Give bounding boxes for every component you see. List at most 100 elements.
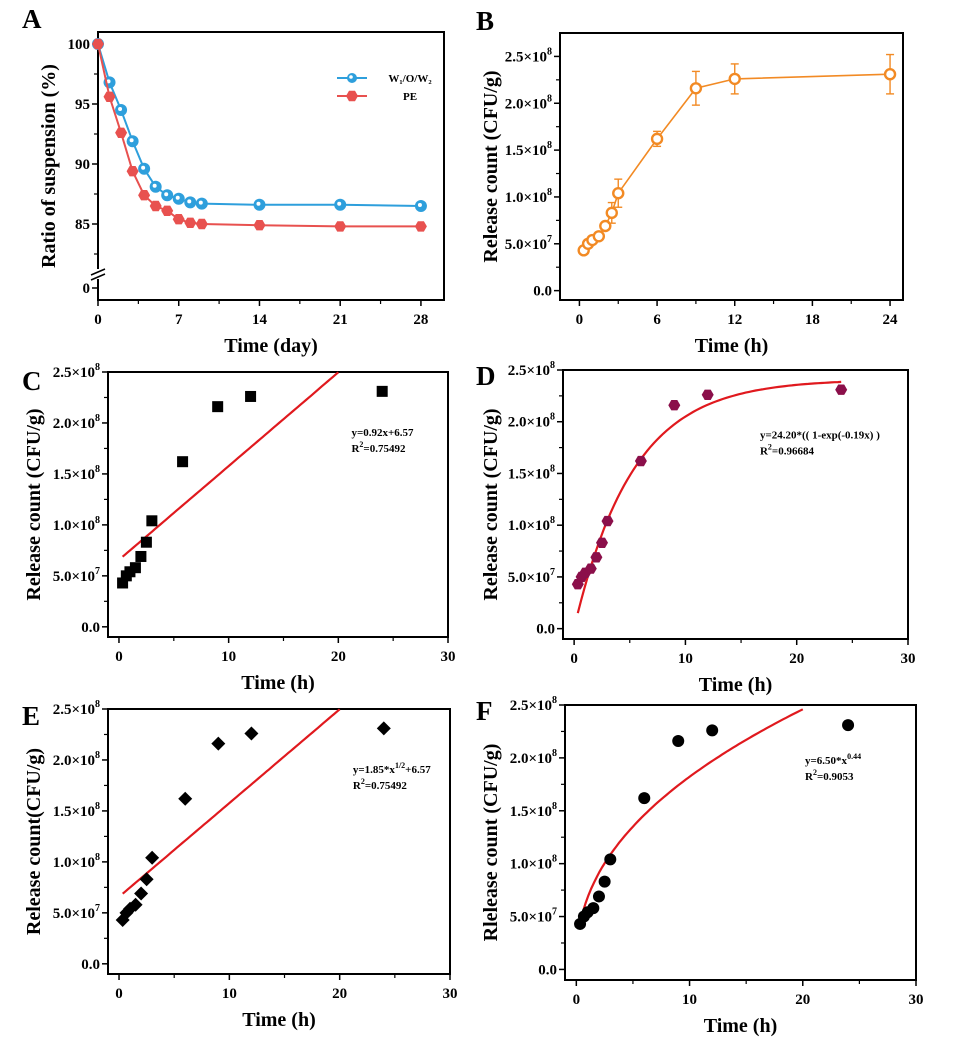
data-point — [584, 563, 597, 574]
x-axis-title: Time (day) — [224, 335, 318, 357]
y-tick-label: 0.0 — [533, 284, 552, 300]
y-tick-label: 2.5×108 — [53, 699, 100, 718]
x-tick-label: 30 — [909, 992, 924, 1008]
x-axis-title: Time (h) — [695, 335, 769, 357]
data-point — [638, 792, 651, 805]
data-point — [634, 455, 647, 467]
data-point — [184, 217, 197, 228]
panel-a: A 0 7 14 21 28 0 85 90 95 100 Time (day) Ratio of su… — [22, 4, 445, 357]
legend-label: W₁/O/W₂ — [388, 73, 432, 85]
legend-marker-highlight — [349, 75, 353, 79]
data-point — [128, 897, 143, 912]
x-tick-label: 0 — [573, 992, 581, 1008]
data-point — [211, 736, 226, 751]
y-tick-label: 1.5×108 — [505, 140, 552, 159]
y-tick-label: 1.5×108 — [508, 463, 555, 482]
r-squared: R2=0.75492 — [353, 777, 407, 792]
y-tick-label: 1.0×108 — [53, 852, 100, 871]
axis-break-gap — [90, 269, 106, 279]
data-point — [376, 385, 388, 397]
series-line — [583, 73, 891, 251]
data-point — [146, 515, 158, 527]
r-squared: R2=0.9053 — [805, 768, 854, 783]
fit-curve — [121, 371, 340, 558]
panel-d: D 0 10 20 30 0.0 5.0×107 1.0×108 1.5×108 2.0×108 2… — [476, 360, 916, 696]
data-point — [126, 166, 139, 177]
plot-frame — [97, 31, 445, 301]
r-squared: R2=0.75492 — [351, 440, 405, 455]
x-tick-label: 18 — [805, 312, 820, 328]
y-tick-label: 2.5×108 — [510, 695, 557, 714]
data-point — [115, 127, 128, 138]
fit-equation: y=1.85*x1/2+6.57 — [353, 761, 431, 776]
panel-f: F 0 10 20 30 0.0 5.0×107 1.0×108 1.5×108 2.0×108 2… — [476, 695, 924, 1037]
fit-equation: y=0.92x+6.57 — [351, 427, 414, 439]
fit-curve — [576, 380, 842, 614]
data-point — [253, 220, 266, 231]
data-point — [244, 726, 259, 741]
data-point — [195, 218, 208, 230]
data-point-highlight — [187, 199, 192, 204]
data-point — [587, 902, 600, 915]
y-tick-label: 0.0 — [81, 957, 100, 973]
data-point — [212, 401, 224, 413]
data-point — [140, 536, 152, 548]
y-tick-label: 1.5×108 — [53, 464, 100, 483]
panel-letter: C — [22, 366, 42, 396]
axis-break-mark — [90, 268, 106, 276]
x-tick-label: 20 — [331, 649, 346, 665]
plot-frame — [559, 32, 904, 301]
y-tick-label: 90 — [75, 157, 90, 173]
data-point-highlight — [417, 203, 422, 207]
x-tick-label: 0 — [576, 312, 584, 328]
data-point — [612, 186, 625, 200]
series-line — [97, 43, 421, 207]
plot-frame — [564, 704, 917, 981]
data-point — [334, 221, 347, 232]
data-point — [689, 82, 703, 95]
y-tick-label: 5.0×107 — [508, 567, 555, 586]
axis-break-mark — [90, 273, 106, 281]
fit-equation: y=6.50*x0.44 — [805, 752, 861, 767]
x-tick-label: 20 — [332, 986, 347, 1002]
data-point — [103, 91, 116, 102]
legend-label: PE — [403, 91, 417, 103]
plot-frame — [107, 708, 451, 975]
data-point — [604, 853, 617, 866]
x-axis-title: Time (h) — [242, 1009, 316, 1031]
data-point — [601, 515, 614, 527]
data-point — [134, 886, 149, 901]
y-tick-label: 0.0 — [538, 962, 557, 978]
panel-b: B 0 6 12 18 24 0.0 5.0×107 1.0×108 1.5×108 2.0×108… — [476, 6, 904, 357]
data-point-highlight — [129, 138, 134, 143]
x-tick-label: 30 — [901, 651, 916, 667]
data-point — [706, 724, 719, 737]
data-point — [145, 850, 160, 865]
y-tick-label: 2.0×108 — [53, 750, 100, 769]
data-point — [172, 214, 185, 225]
data-point — [883, 68, 897, 81]
data-point — [117, 577, 129, 589]
data-point — [139, 872, 154, 887]
x-tick-label: 0 — [115, 649, 123, 665]
x-tick-label: 24 — [883, 312, 899, 328]
data-point — [592, 230, 606, 243]
panel-letter: A — [22, 4, 42, 34]
x-tick-label: 10 — [222, 986, 237, 1002]
panel-letter: B — [476, 6, 494, 36]
y-tick-label: 2.0×108 — [508, 412, 555, 431]
data-point — [178, 791, 193, 806]
y-tick-label: 2.5×108 — [53, 362, 100, 381]
data-point — [129, 562, 141, 574]
x-tick-label: 30 — [443, 986, 458, 1002]
x-tick-label: 10 — [678, 651, 693, 667]
x-tick-label: 0 — [115, 986, 123, 1002]
fit-equation: y=24.20*(( 1-exp(-0.19x) ) — [760, 429, 880, 441]
data-point — [728, 72, 741, 86]
y-axis-title: Rlelease count (CFU/g) — [480, 744, 502, 942]
y-tick-label: 5.0×107 — [510, 907, 557, 926]
data-point — [650, 132, 664, 146]
y-tick-label: 5.0×107 — [53, 566, 100, 585]
data-point-highlight — [141, 165, 146, 170]
